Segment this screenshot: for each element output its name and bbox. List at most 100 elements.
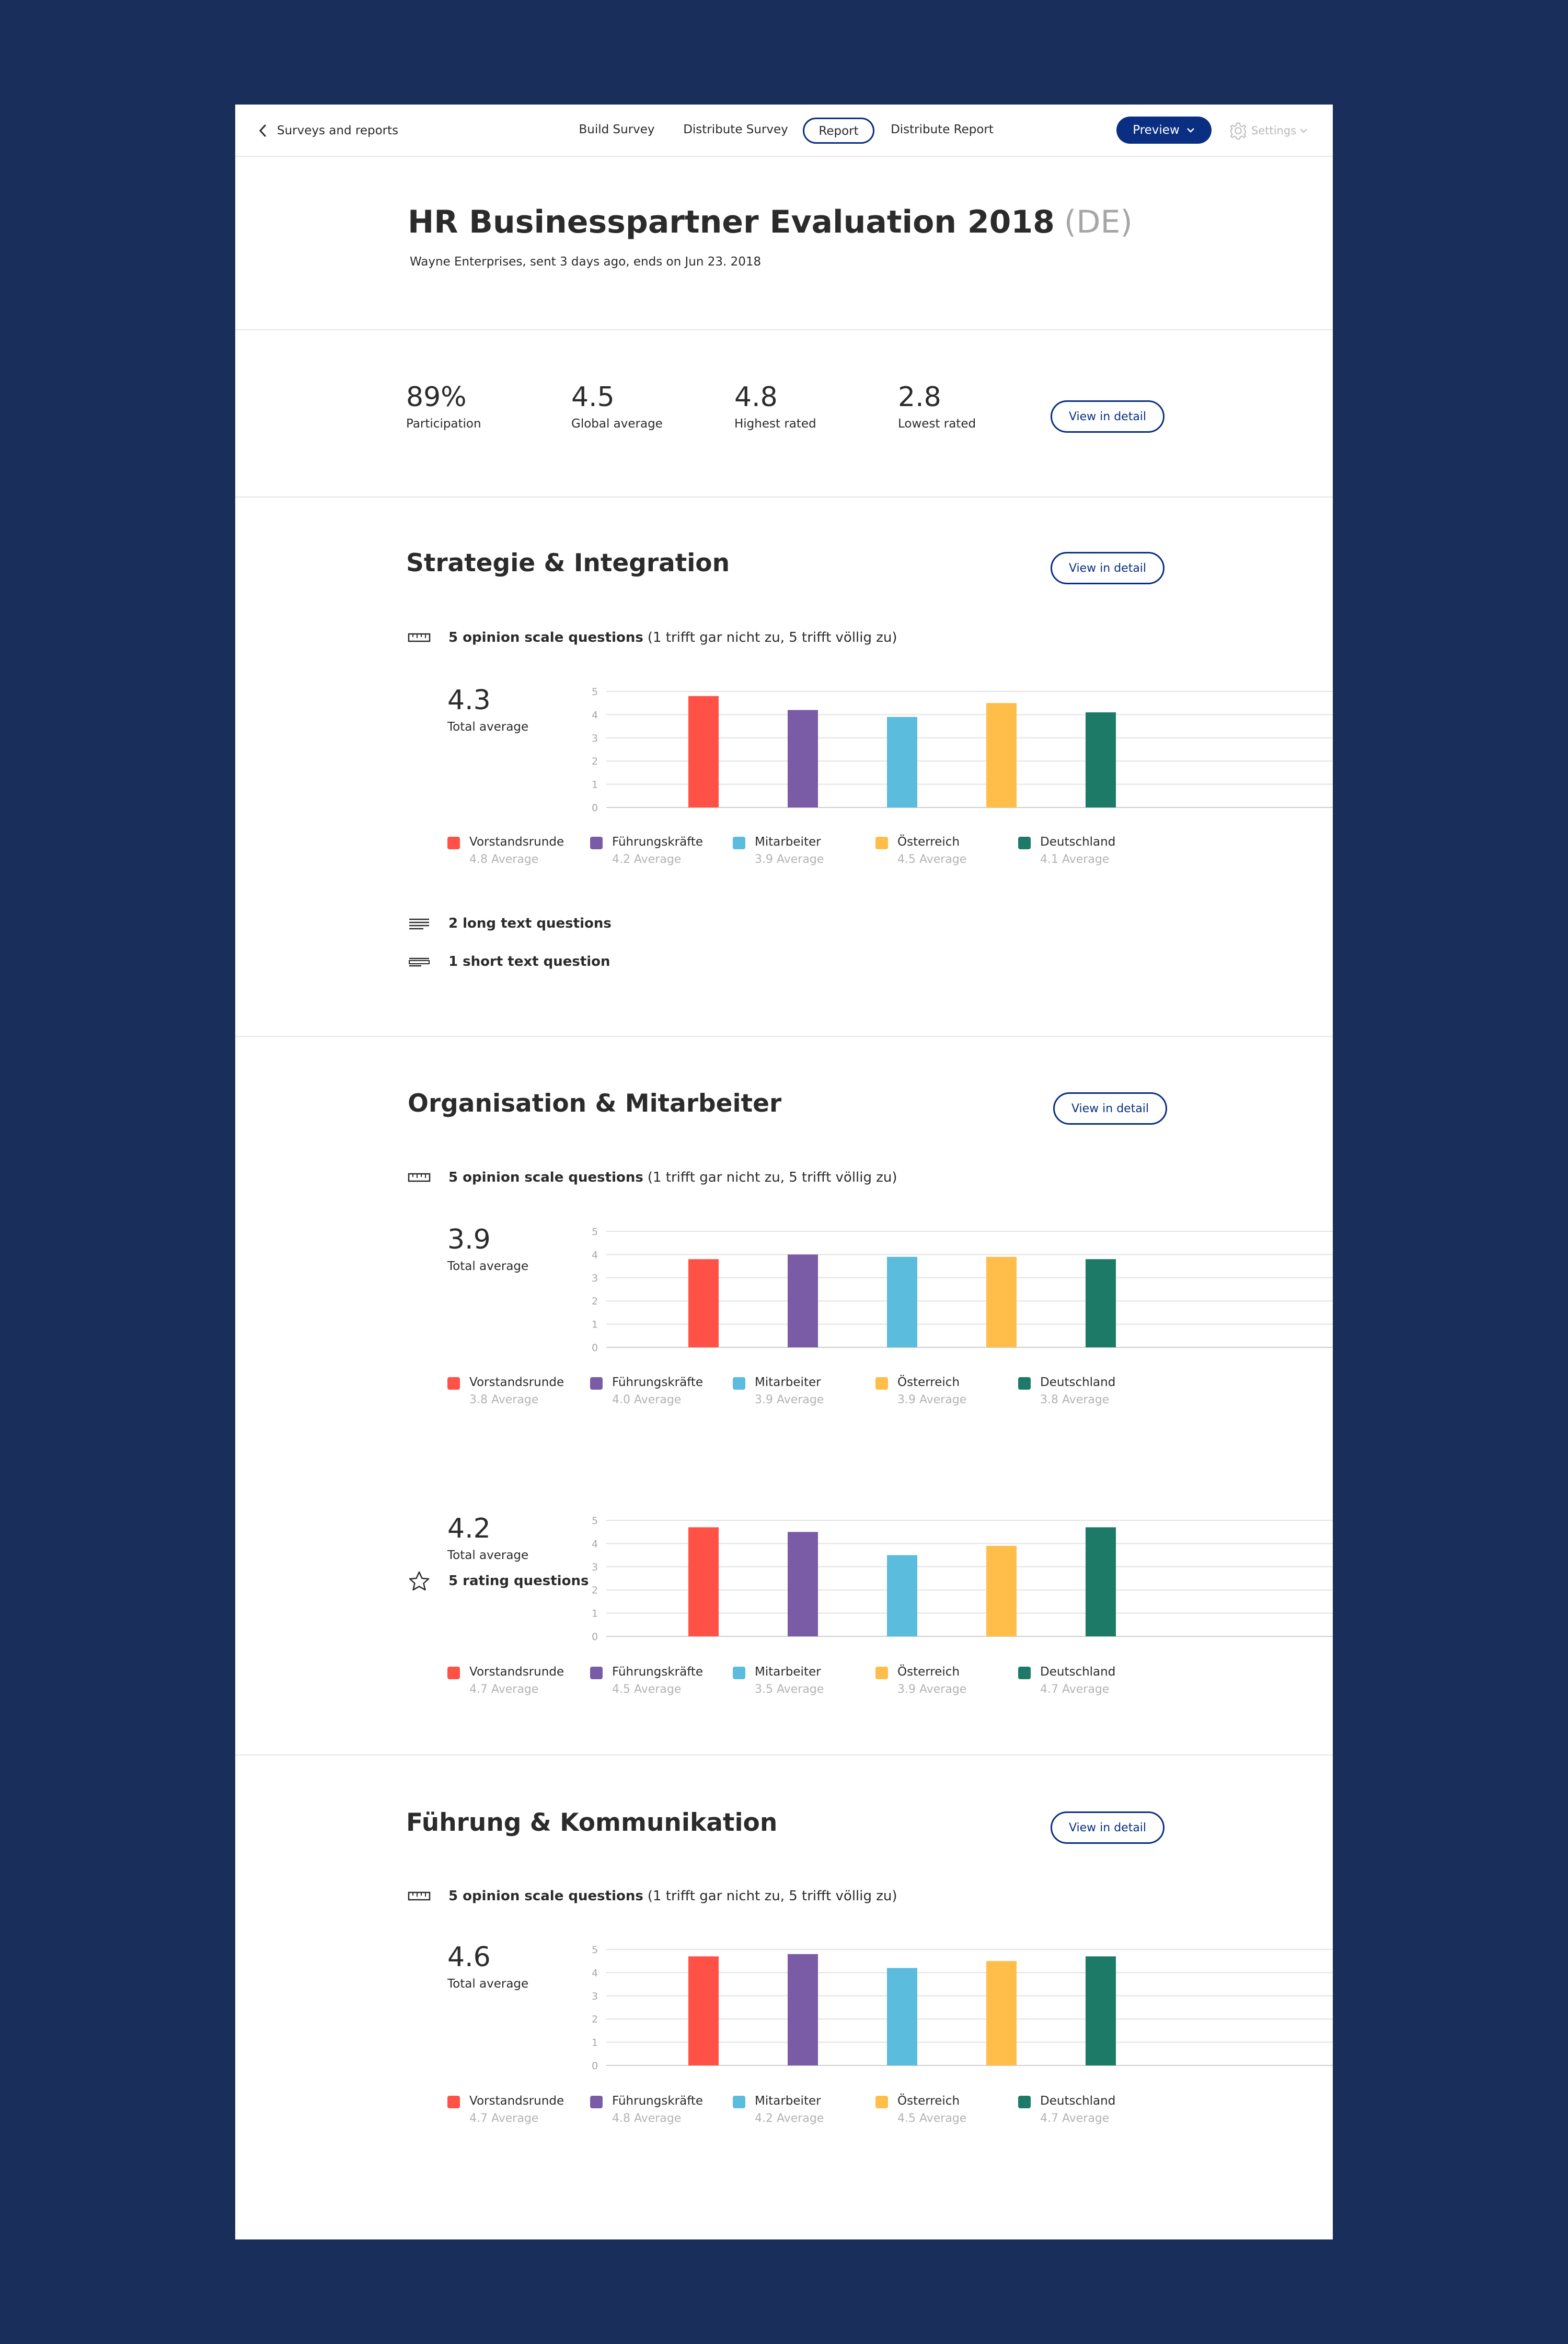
legend-label: Mitarbeiter (755, 1665, 821, 1679)
settings-label: Settings (1251, 124, 1297, 137)
preview-button[interactable]: Preview (1116, 117, 1212, 144)
question-group-header: 5 opinion scale questions (1 trifft gar … (408, 627, 897, 648)
bar-österreich[interactable] (986, 703, 1017, 807)
legend-average: 4.5 Average (897, 2112, 967, 2125)
legend-average: 4.5 Average (897, 853, 967, 866)
legend-label: Mitarbeiter (755, 1376, 821, 1389)
legend-label: Österreich (897, 1376, 960, 1389)
chevron-down-icon (1300, 129, 1307, 133)
bar-österreich[interactable] (986, 1256, 1017, 1347)
view-detail-button[interactable]: View in detail (1051, 552, 1165, 584)
legend-swatch (590, 2096, 603, 2108)
legend-label: Österreich (897, 2094, 960, 2108)
legend-average: 4.7 Average (469, 2112, 539, 2125)
chart-legend: Vorstandsrunde 4.7 Average Führungskräfte 4… (447, 2094, 1231, 2131)
legend-average: 3.9 Average (755, 853, 824, 866)
stat-label: Participation (406, 417, 481, 431)
stat-participation: 89% Participation (406, 382, 481, 431)
bar-führungskräfte[interactable] (788, 1532, 818, 1636)
y-tick-label: 1 (592, 1319, 598, 1331)
question-group-header: 1 short text question (408, 951, 610, 972)
total-average: 3.9 Total average (447, 1224, 528, 1273)
bar-chart: 0 1 2 3 4 5 (580, 1511, 1333, 1647)
bar-mitarbeiter[interactable] (887, 1968, 917, 2065)
tab-build-survey[interactable]: Build Survey (579, 123, 655, 136)
y-tick-label: 5 (592, 686, 598, 698)
legend-label: Deutschland (1040, 2094, 1116, 2108)
bar-deutschland[interactable] (1086, 712, 1116, 807)
legend-swatch (875, 837, 888, 849)
bar-führungskräfte[interactable] (788, 1254, 818, 1347)
star-icon (409, 1571, 430, 1591)
total-average: 4.6 Total average (447, 1942, 528, 1991)
legend-average: 3.9 Average (897, 1393, 967, 1406)
legend-label: Führungskräfte (612, 2094, 704, 2108)
tab-report[interactable]: Report (803, 118, 874, 144)
legend-swatch (875, 2096, 888, 2108)
legend-swatch (733, 837, 745, 849)
bar-deutschland[interactable] (1086, 1527, 1116, 1636)
bar-vorstandsrunde[interactable] (688, 1259, 719, 1347)
total-average: 4.3 Total average (447, 685, 528, 734)
legend-label: Führungskräfte (612, 1665, 704, 1679)
bar-vorstandsrunde[interactable] (688, 1527, 719, 1636)
y-tick-label: 3 (592, 1273, 598, 1284)
bar-vorstandsrunde[interactable] (688, 1956, 719, 2065)
legend-swatch (447, 837, 460, 849)
top-nav: Surveys and reports Build Survey Distrib… (235, 105, 1333, 157)
back-link[interactable]: Surveys and reports (257, 120, 398, 141)
bar-deutschland[interactable] (1086, 1956, 1116, 2065)
bar-mitarbeiter[interactable] (887, 717, 917, 807)
short-text-icon (409, 957, 430, 967)
legend-swatch (447, 1377, 460, 1390)
total-average-value: 4.2 (447, 1513, 491, 1544)
bar-vorstandsrunde[interactable] (688, 696, 719, 807)
legend-label: Vorstandsrunde (469, 835, 564, 849)
view-detail-button[interactable]: View in detail (1053, 1092, 1167, 1125)
view-detail-button[interactable]: View in detail (1051, 400, 1165, 433)
chart-legend: Vorstandsrunde 4.8 Average Führungskräfte 4… (447, 835, 1231, 872)
bar-führungskräfte[interactable] (788, 710, 818, 807)
stat-value: 4.5 (571, 382, 615, 413)
legend-average: 4.8 Average (612, 2112, 682, 2125)
divider (235, 1754, 1333, 1756)
gear-icon (1230, 122, 1247, 140)
question-group-header: 5 opinion scale questions (1 trifft gar … (408, 1167, 897, 1188)
total-average-label: Total average (447, 1549, 529, 1562)
stat-lowest-rated: 2.8 Lowest rated (898, 382, 976, 431)
total-average: 4.2 Total average (447, 1513, 528, 1562)
legend-label: Österreich (897, 835, 960, 849)
section-title: Führung & Kommunikation (406, 1808, 778, 1837)
total-average-label: Total average (447, 1260, 529, 1273)
y-tick-label: 4 (592, 709, 598, 721)
legend-label: Deutschland (1040, 835, 1116, 849)
back-link-label: Surveys and reports (277, 124, 399, 137)
legend-swatch (733, 1377, 745, 1390)
total-average-value: 3.9 (447, 1224, 491, 1255)
bar-mitarbeiter[interactable] (887, 1256, 917, 1347)
question-group-header: 5 rating questions (408, 1571, 589, 1591)
preview-button-label: Preview (1133, 123, 1180, 137)
legend-label: Deutschland (1040, 1376, 1116, 1389)
ruler-icon (408, 1173, 431, 1182)
bar-deutschland[interactable] (1086, 1259, 1116, 1347)
bar-führungskräfte[interactable] (788, 1954, 818, 2065)
bar-österreich[interactable] (986, 1961, 1017, 2065)
stat-label: Global average (571, 417, 663, 431)
total-average-label: Total average (447, 720, 529, 734)
tab-distribute-survey[interactable]: Distribute Survey (683, 123, 788, 136)
legend-swatch (733, 2096, 745, 2108)
legend-swatch (1018, 2096, 1031, 2108)
legend-swatch (590, 1377, 603, 1390)
divider (235, 496, 1333, 498)
tab-distribute-report[interactable]: Distribute Report (891, 123, 994, 136)
view-detail-button[interactable]: View in detail (1051, 1811, 1165, 1844)
y-tick-label: 2 (592, 2014, 598, 2025)
bar-mitarbeiter[interactable] (887, 1555, 917, 1636)
stat-value: 2.8 (898, 382, 941, 413)
legend-swatch (447, 2096, 460, 2108)
bar-österreich[interactable] (986, 1545, 1017, 1636)
settings-menu[interactable]: Settings (1228, 119, 1308, 143)
legend-average: 3.9 Average (755, 1393, 824, 1406)
stat-global-average: 4.5 Global average (571, 382, 663, 431)
